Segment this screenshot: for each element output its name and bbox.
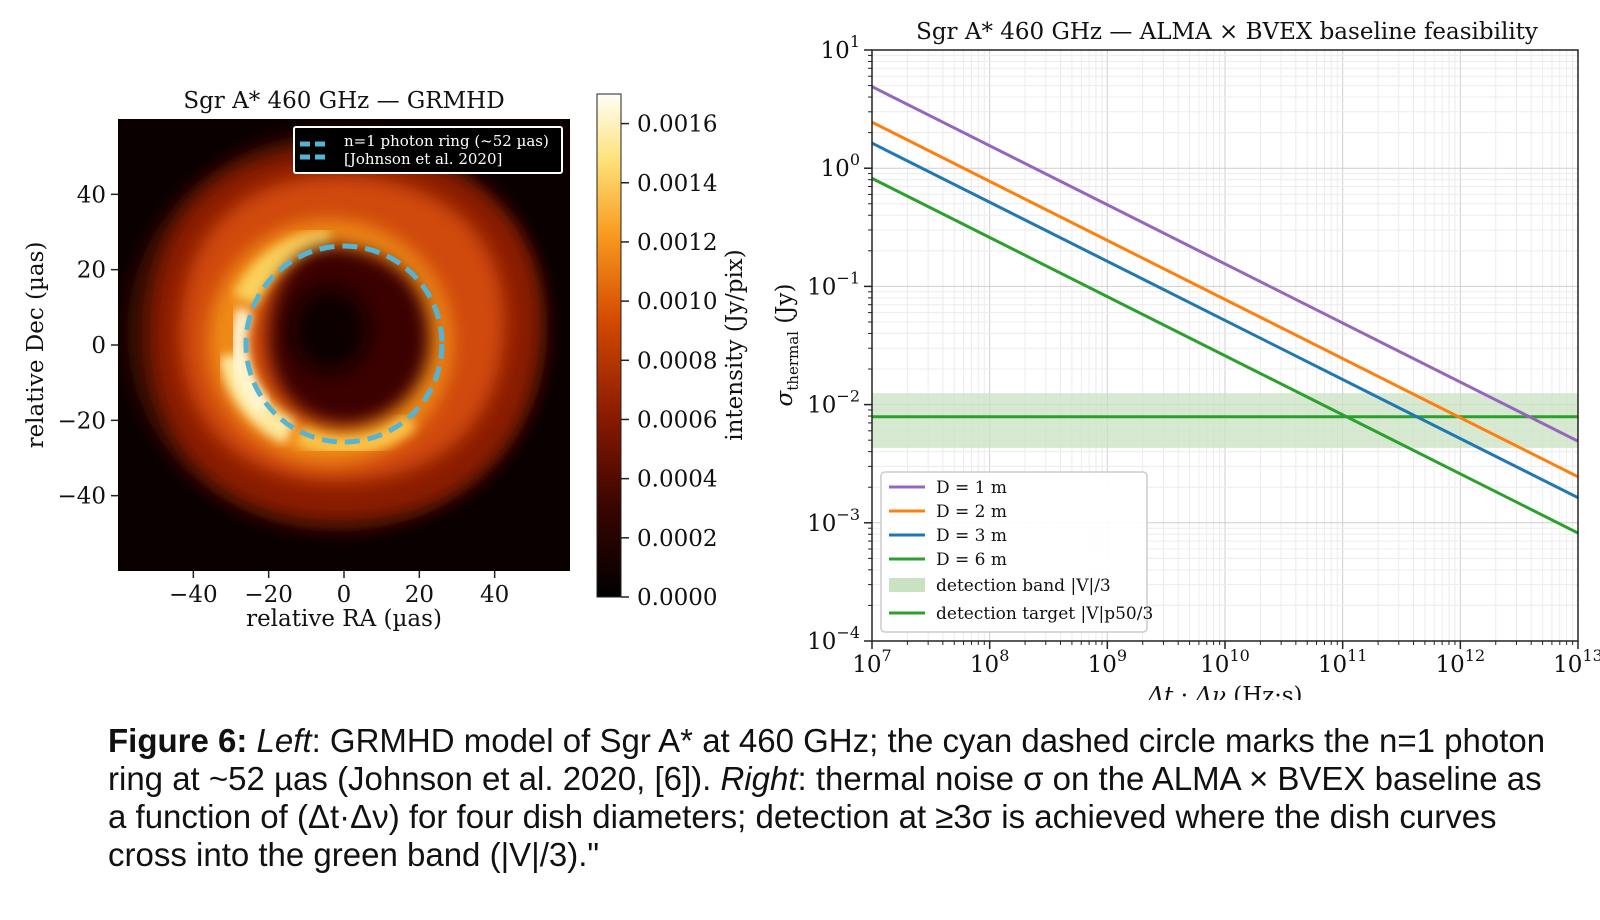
noise-y-tick-label: 10−1: [807, 268, 860, 300]
noise-y-tick-label: 101: [821, 32, 860, 64]
colorbar-label: intensity (Jy/pix): [722, 249, 748, 441]
caption-right-word: Right: [720, 760, 798, 797]
heatmap-y-tick-label: 40: [77, 182, 106, 208]
heatmap-y-tick-label: −40: [57, 484, 106, 510]
noise-x-tick-label: 1010: [1200, 646, 1250, 678]
heatmap-legend-line1: n=1 photon ring (~52 µas): [344, 132, 549, 150]
noise-series: [872, 85, 1578, 535]
noise-x-tick-label: 1011: [1318, 646, 1368, 678]
heatmap-image: [127, 132, 547, 532]
noise-panel: Sgr A* 460 GHz — ALMA × BVEX baseline fe…: [772, 19, 1600, 700]
figure-plots: Sgr A* 460 GHz — GRMHD n=1 photon ring (…: [23, 19, 1600, 700]
noise-legend: D = 1 m D = 2 m D = 3 m D = 6 m detection ba…: [880, 471, 1153, 633]
heatmap-x-label: relative RA (µas): [246, 606, 442, 632]
colorbar-tick-label: 0.0002: [637, 526, 717, 552]
noise-y-tick-label: 10−3: [807, 505, 860, 537]
colorbar-tick-label: 0.0000: [637, 585, 717, 611]
noise-chart-title: Sgr A* 460 GHz — ALMA × BVEX baseline fe…: [916, 19, 1538, 45]
noise-y-tick-label: 100: [821, 150, 860, 182]
heatmap-x-tick-label: 40: [480, 582, 509, 608]
heatmap-x-tick-label: 20: [405, 582, 434, 608]
heatmap-y-tick-label: 20: [77, 258, 106, 284]
legend-target-label: detection target |V|p50/3: [936, 604, 1153, 624]
colorbar-ticks: 0.0016 0.0014 0.0012 0.0010 0.0008 0.0006 0.00…: [621, 112, 717, 611]
legend-band-swatch: [889, 578, 925, 592]
caption-left-word: Left: [256, 722, 312, 759]
heatmap-legend-line2: [Johnson et al. 2020]: [344, 150, 502, 168]
heatmap-x-tick-label: −40: [169, 582, 218, 608]
caption-label: Figure 6:: [108, 722, 248, 759]
photon-ring-circle: [243, 243, 445, 445]
heatmap-y-tick-label: 0: [91, 333, 106, 359]
colorbar-tick-label: 0.0016: [637, 112, 717, 138]
heatmap-x-tick-label: −20: [244, 582, 293, 608]
legend-entry-label: D = 1 m: [936, 478, 1007, 498]
legend-band-label: detection band |V|/3: [936, 576, 1111, 596]
colorbar-tick-label: 0.0006: [637, 407, 717, 433]
noise-x-tick-label: 1013: [1553, 646, 1600, 678]
colorbar-tick-label: 0.0012: [637, 230, 717, 256]
heatmap-x-tick-label: 0: [337, 582, 352, 608]
noise-x-tick-label: 109: [1088, 646, 1127, 678]
noise-y-tick-label: 10−2: [807, 387, 860, 419]
noise-x-ticks: 107 108 109 1010 1011 1012 1013: [852, 641, 1600, 678]
noise-legend-frame: [880, 471, 1148, 633]
series-line-d1m: [872, 85, 1578, 443]
noise-y-tick-label: 10−4: [807, 623, 860, 655]
caption-left-text: : GRMHD model of Sgr A* at 460 GHz; the …: [108, 722, 1546, 797]
figure-caption: Figure 6: Left: GRMHD model of Sgr A* at…: [108, 722, 1548, 874]
legend-entry-label: D = 3 m: [936, 526, 1007, 546]
heatmap-x-ticks: −40 −20 0 20 40: [169, 571, 509, 608]
legend-entry-label: D = 6 m: [936, 550, 1007, 570]
heatmap-panel: Sgr A* 460 GHz — GRMHD n=1 photon ring (…: [23, 88, 748, 632]
noise-x-tick-label: 108: [970, 646, 1009, 678]
caption-right-text: : thermal noise σ on the ALMA × BVEX bas…: [108, 760, 1542, 873]
series-line-d6m: [872, 177, 1578, 535]
noise-x-label: Δt · Δν (Hz·s): [1147, 683, 1303, 700]
colorbar-tick-label: 0.0008: [637, 348, 717, 374]
noise-y-label: σthermal (Jy): [772, 284, 802, 407]
noise-x-tick-label: 1012: [1436, 646, 1486, 678]
detection-band: [872, 393, 1578, 448]
heatmap-y-tick-label: −20: [57, 408, 106, 434]
heatmap-y-label: relative Dec (µas): [23, 242, 49, 449]
colorbar-tick-label: 0.0010: [637, 289, 717, 315]
colorbar-tick-label: 0.0004: [637, 467, 717, 493]
colorbar: [596, 93, 622, 598]
legend-entry-label: D = 2 m: [936, 502, 1007, 522]
heatmap-y-ticks: 40 20 0 −20 −40: [57, 182, 118, 510]
series-line-d2m: [872, 120, 1578, 479]
noise-y-ticks: 101 100 10−1 10−2 10−3 10−4: [807, 32, 872, 655]
colorbar-tick-label: 0.0014: [637, 171, 717, 197]
noise-x-tick-label: 107: [852, 646, 891, 678]
series-line-d3m: [872, 141, 1578, 500]
heatmap-legend: n=1 photon ring (~52 µas) [Johnson et al…: [293, 126, 563, 174]
heatmap-title: Sgr A* 460 GHz — GRMHD: [183, 88, 504, 114]
